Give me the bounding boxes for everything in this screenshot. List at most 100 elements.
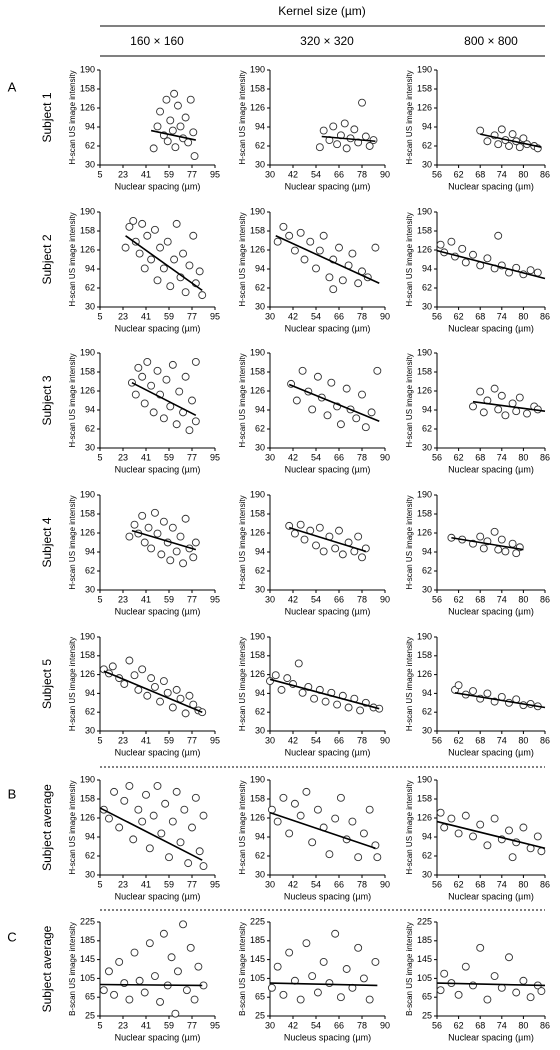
y-axis-label: H-scan US image intensity — [68, 212, 77, 306]
y-axis-label: H-scan US image intensity — [238, 495, 247, 589]
x-tick-label: 59 — [164, 169, 174, 179]
point — [508, 130, 517, 139]
x-tick-label: 90 — [380, 311, 390, 321]
point — [159, 929, 168, 938]
point — [294, 659, 303, 668]
y-tick-label: 126 — [417, 385, 432, 395]
x-tick-label: 68 — [475, 594, 485, 604]
panel-letter: B — [8, 786, 17, 801]
fit-line — [125, 235, 203, 292]
point — [130, 671, 139, 680]
point — [308, 838, 317, 847]
x-tick-label: 23 — [118, 311, 128, 321]
point — [153, 122, 162, 131]
point — [461, 962, 470, 971]
point — [179, 559, 188, 568]
fit-line — [451, 536, 524, 551]
y-axis-label: H-scan US image intensity — [68, 495, 77, 589]
point — [348, 249, 357, 258]
x-tick-label: 62 — [454, 452, 464, 462]
point — [329, 122, 338, 131]
point — [150, 508, 159, 517]
point — [144, 523, 153, 532]
x-tick-label: 74 — [497, 879, 507, 889]
point — [110, 990, 119, 999]
point — [505, 142, 513, 150]
x-tick-label: 56 — [432, 169, 442, 179]
point — [176, 694, 185, 703]
y-tick-label: 190 — [80, 206, 95, 216]
point — [156, 243, 165, 252]
point — [298, 688, 307, 697]
point — [171, 143, 180, 152]
y-tick-label: 62 — [422, 707, 432, 717]
point — [182, 986, 191, 995]
point — [191, 538, 200, 547]
y-tick-label: 190 — [250, 206, 265, 216]
point — [173, 967, 182, 976]
y-tick-label: 126 — [80, 102, 95, 112]
x-tick-label: 23 — [118, 735, 128, 745]
point — [159, 414, 168, 423]
fit-line — [288, 383, 380, 423]
x-tick-label: 41 — [141, 452, 151, 462]
y-tick-label: 126 — [80, 669, 95, 679]
x-tick-label: 78 — [357, 452, 367, 462]
point — [125, 222, 134, 231]
y-tick-label: 62 — [255, 707, 265, 717]
point — [325, 273, 334, 282]
y-tick-label: 94 — [85, 263, 95, 273]
point — [315, 143, 324, 152]
x-axis-label: Nuclear spacing (µm) — [115, 606, 201, 616]
column-label: 800 × 800 — [464, 34, 518, 48]
point — [436, 240, 445, 249]
fit-line — [472, 400, 546, 412]
x-axis-label: Nuclear spacing (µm) — [448, 181, 534, 191]
point — [476, 943, 485, 952]
y-tick-label: 126 — [80, 527, 95, 537]
x-tick-label: 78 — [357, 169, 367, 179]
point — [168, 360, 177, 369]
point — [354, 853, 363, 862]
point — [190, 995, 199, 1004]
point — [315, 246, 324, 255]
point — [308, 972, 317, 980]
x-axis-label: Nucleus spacing (µm) — [284, 1032, 371, 1042]
x-tick-label: 66 — [334, 879, 344, 889]
point — [153, 276, 162, 285]
y-tick-label: 62 — [422, 850, 432, 860]
y-tick-label: 190 — [250, 774, 265, 784]
point — [365, 142, 374, 150]
y-tick-label: 30 — [85, 869, 95, 879]
point — [325, 979, 334, 988]
y-axis-label: H-scan US image intensity — [238, 637, 247, 731]
y-tick-label: 105 — [417, 973, 432, 983]
point — [150, 682, 159, 691]
x-tick-label: 90 — [380, 169, 390, 179]
point — [266, 677, 274, 686]
x-tick-label: 95 — [210, 594, 220, 604]
point — [313, 988, 322, 997]
point — [494, 140, 503, 149]
point — [515, 393, 524, 402]
y-tick-label: 185 — [417, 935, 432, 945]
y-tick-label: 30 — [422, 584, 432, 594]
y-tick-label: 190 — [250, 64, 265, 74]
point — [181, 709, 190, 718]
point — [189, 231, 198, 240]
x-tick-label: 30 — [265, 311, 275, 321]
point — [296, 520, 305, 529]
column-label: 160 × 160 — [130, 34, 184, 48]
point — [483, 137, 492, 146]
y-tick-label: 126 — [417, 812, 432, 822]
point — [365, 995, 374, 1004]
y-tick-label: 62 — [255, 140, 265, 150]
fit-line — [275, 235, 380, 284]
x-tick-label: 80 — [518, 879, 528, 889]
y-axis-label: B-scan US image intensity — [405, 922, 414, 1016]
point — [104, 814, 113, 823]
y-tick-label: 105 — [80, 973, 95, 983]
y-tick-label: 225 — [250, 916, 265, 926]
y-tick-label: 190 — [417, 631, 432, 641]
point — [508, 853, 517, 862]
